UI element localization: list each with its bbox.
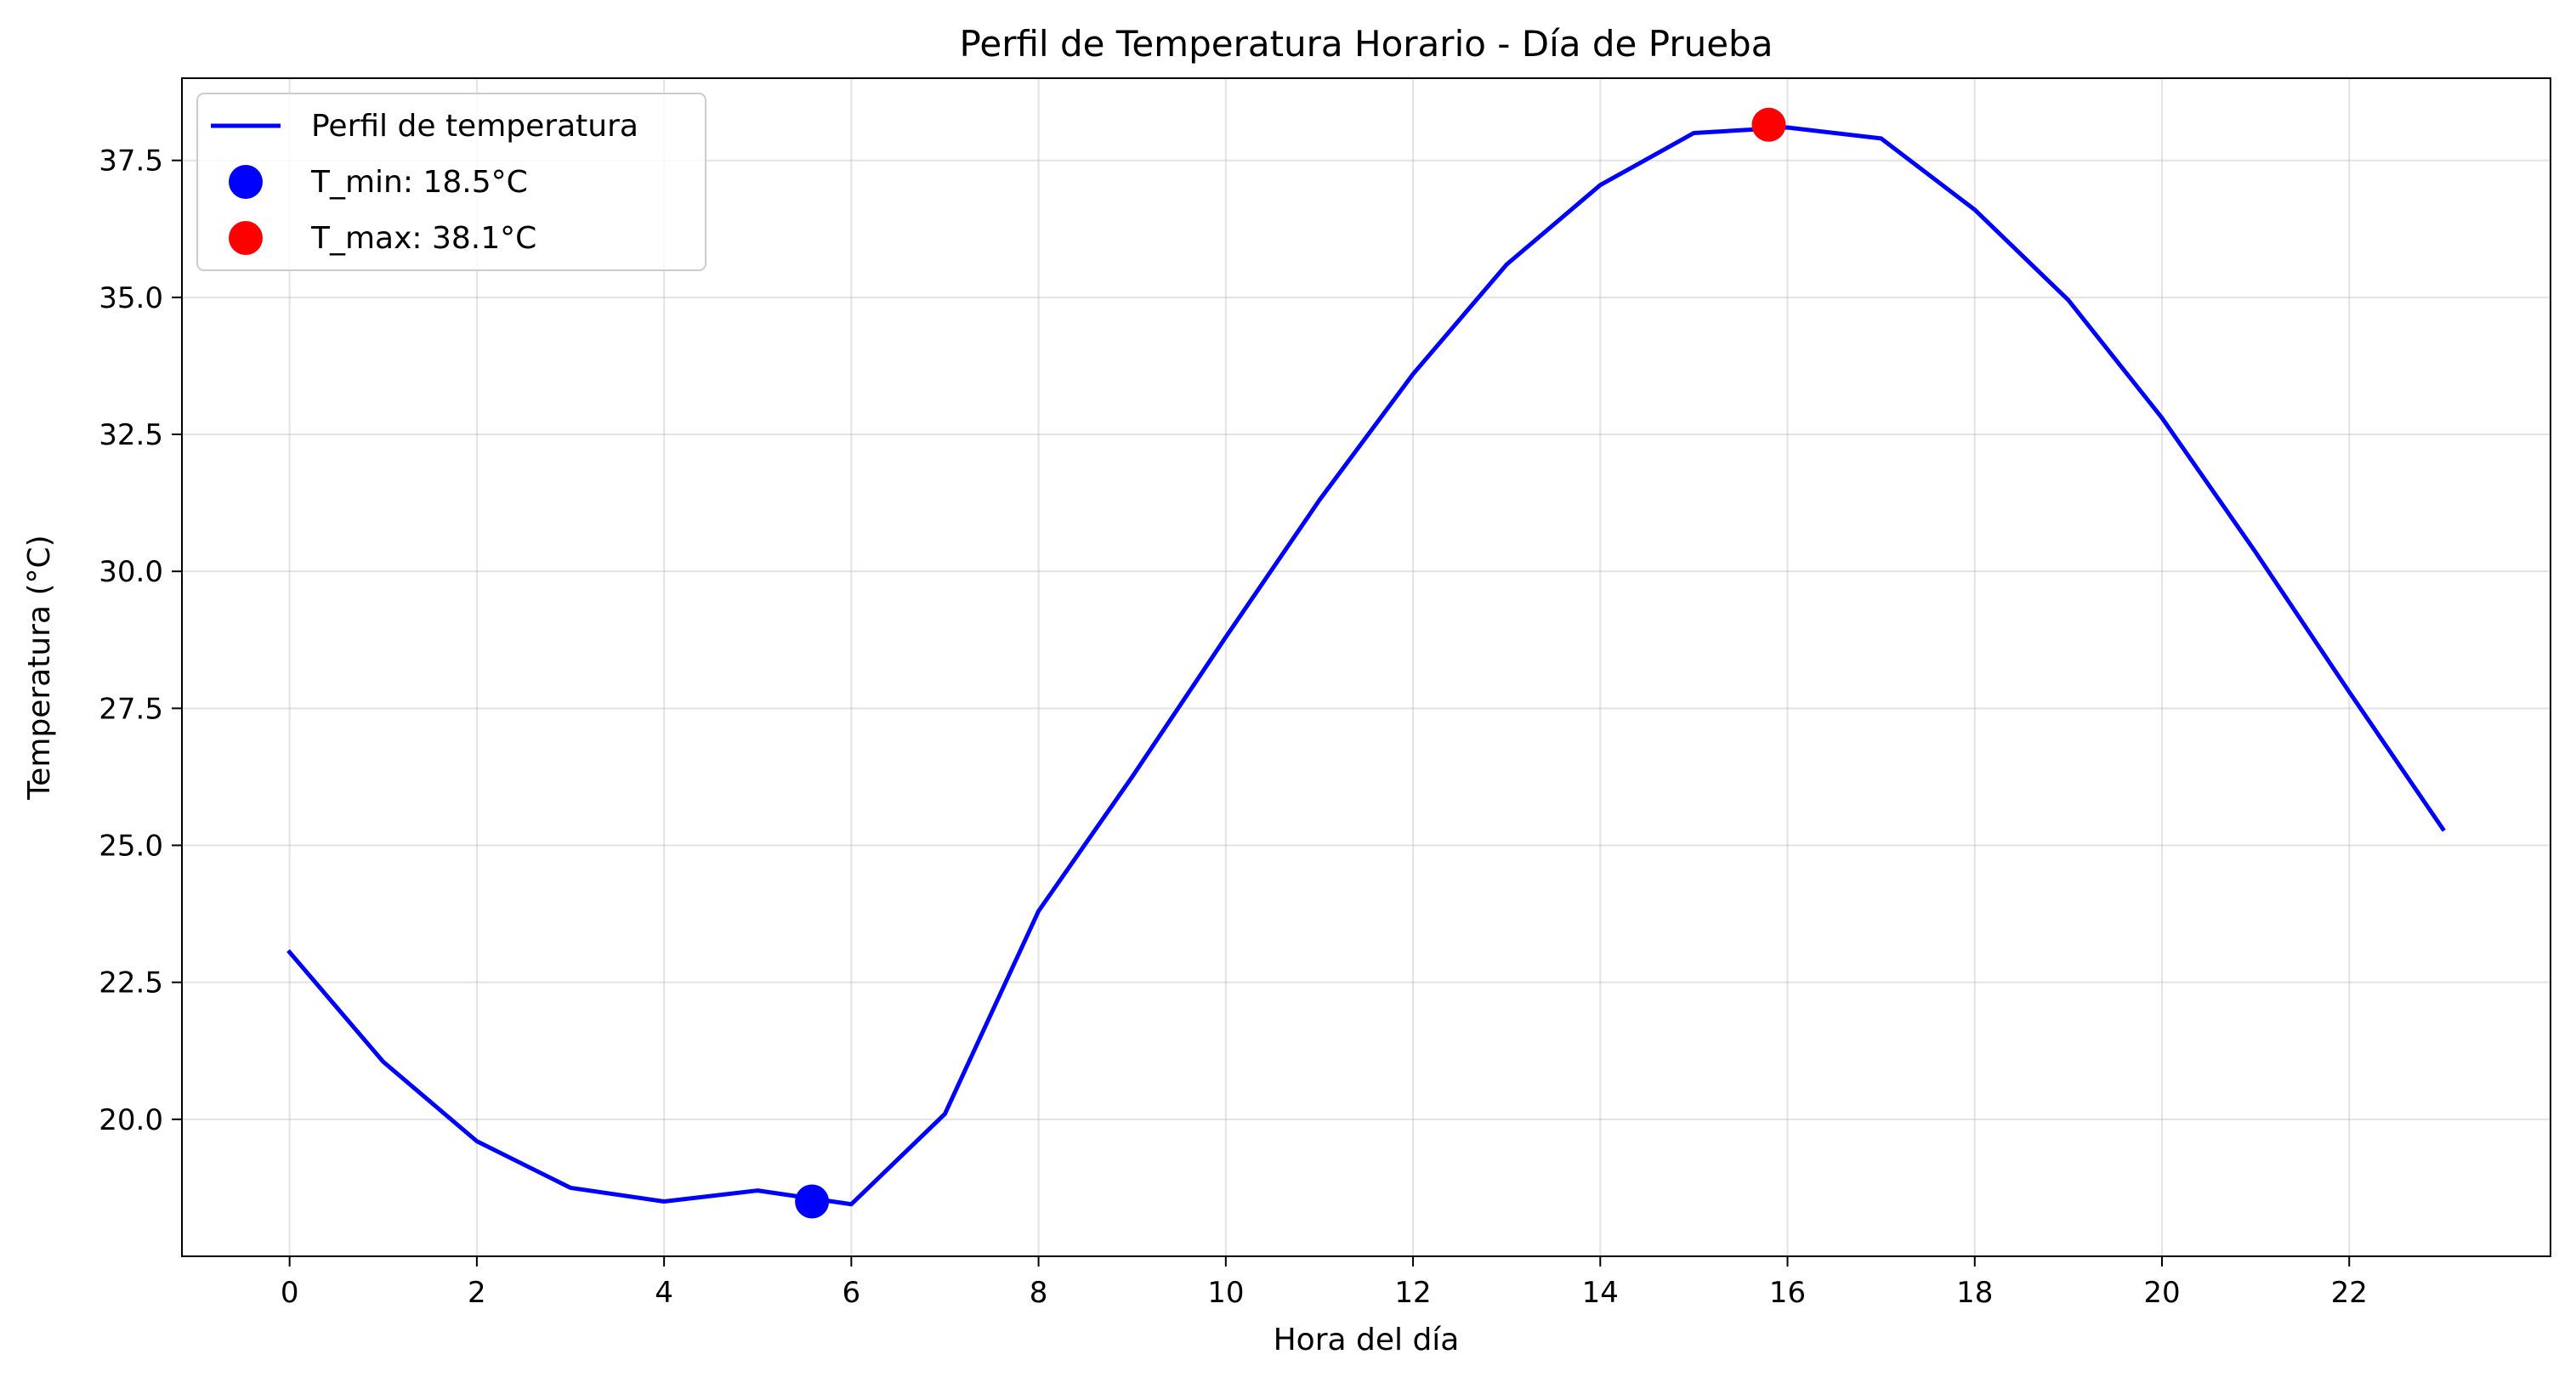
x-tick-label: 22 xyxy=(2331,1276,2368,1310)
legend-label-series: Perfil de temperatura xyxy=(311,109,638,144)
axis-ticks: 0 2 4 6 8 10 12 14 16 18 20 22 20.0 22.5 25.0 27.5 30.0 3… xyxy=(99,144,2368,1310)
x-tick-label: 20 xyxy=(2143,1276,2180,1310)
x-tick-label: 4 xyxy=(655,1276,673,1310)
y-tick-label: 32.5 xyxy=(99,418,163,452)
marker-layer xyxy=(795,107,1786,1219)
legend-label-tmin: T_min: 18.5°C xyxy=(310,165,528,200)
plot-frame xyxy=(181,77,2551,1257)
x-axis-label: Hora del día xyxy=(1274,1323,1460,1357)
y-tick-label: 35.0 xyxy=(99,281,163,315)
legend-box xyxy=(196,93,706,271)
grid xyxy=(182,78,2550,1256)
series-layer xyxy=(287,125,2446,1207)
legend-tmin-swatch xyxy=(229,165,263,199)
chart-title: Perfil de Temperatura Horario - Día de P… xyxy=(960,23,1773,65)
y-tick-label: 22.5 xyxy=(99,966,163,1000)
x-tick-label: 18 xyxy=(1956,1276,1993,1310)
y-tick-label: 25.0 xyxy=(99,830,163,864)
y-tick-label: 30.0 xyxy=(99,555,163,589)
y-axis-label: Temperatura (°C) xyxy=(22,535,57,800)
y-tick-label: 27.5 xyxy=(99,692,163,726)
tmax-marker xyxy=(1751,107,1786,142)
x-tick-label: 8 xyxy=(1030,1276,1048,1310)
legend-tmax-swatch xyxy=(229,221,263,255)
tmin-marker xyxy=(795,1184,830,1219)
x-tick-label: 14 xyxy=(1582,1276,1619,1310)
temperature-series-line xyxy=(287,125,2446,1207)
x-tick-label: 2 xyxy=(468,1276,486,1310)
x-tick-label: 16 xyxy=(1769,1276,1806,1310)
x-tick-label: 6 xyxy=(843,1276,861,1310)
x-tick-label: 0 xyxy=(281,1276,299,1310)
legend: Perfil de temperatura T_min: 18.5°C T_max:… xyxy=(196,93,706,271)
legend-label-tmax: T_max: 38.1°C xyxy=(310,221,536,256)
x-tick-label: 10 xyxy=(1207,1276,1244,1310)
x-tick-label: 12 xyxy=(1394,1276,1431,1310)
y-tick-label: 37.5 xyxy=(99,144,163,178)
y-tick-label: 20.0 xyxy=(99,1103,163,1137)
